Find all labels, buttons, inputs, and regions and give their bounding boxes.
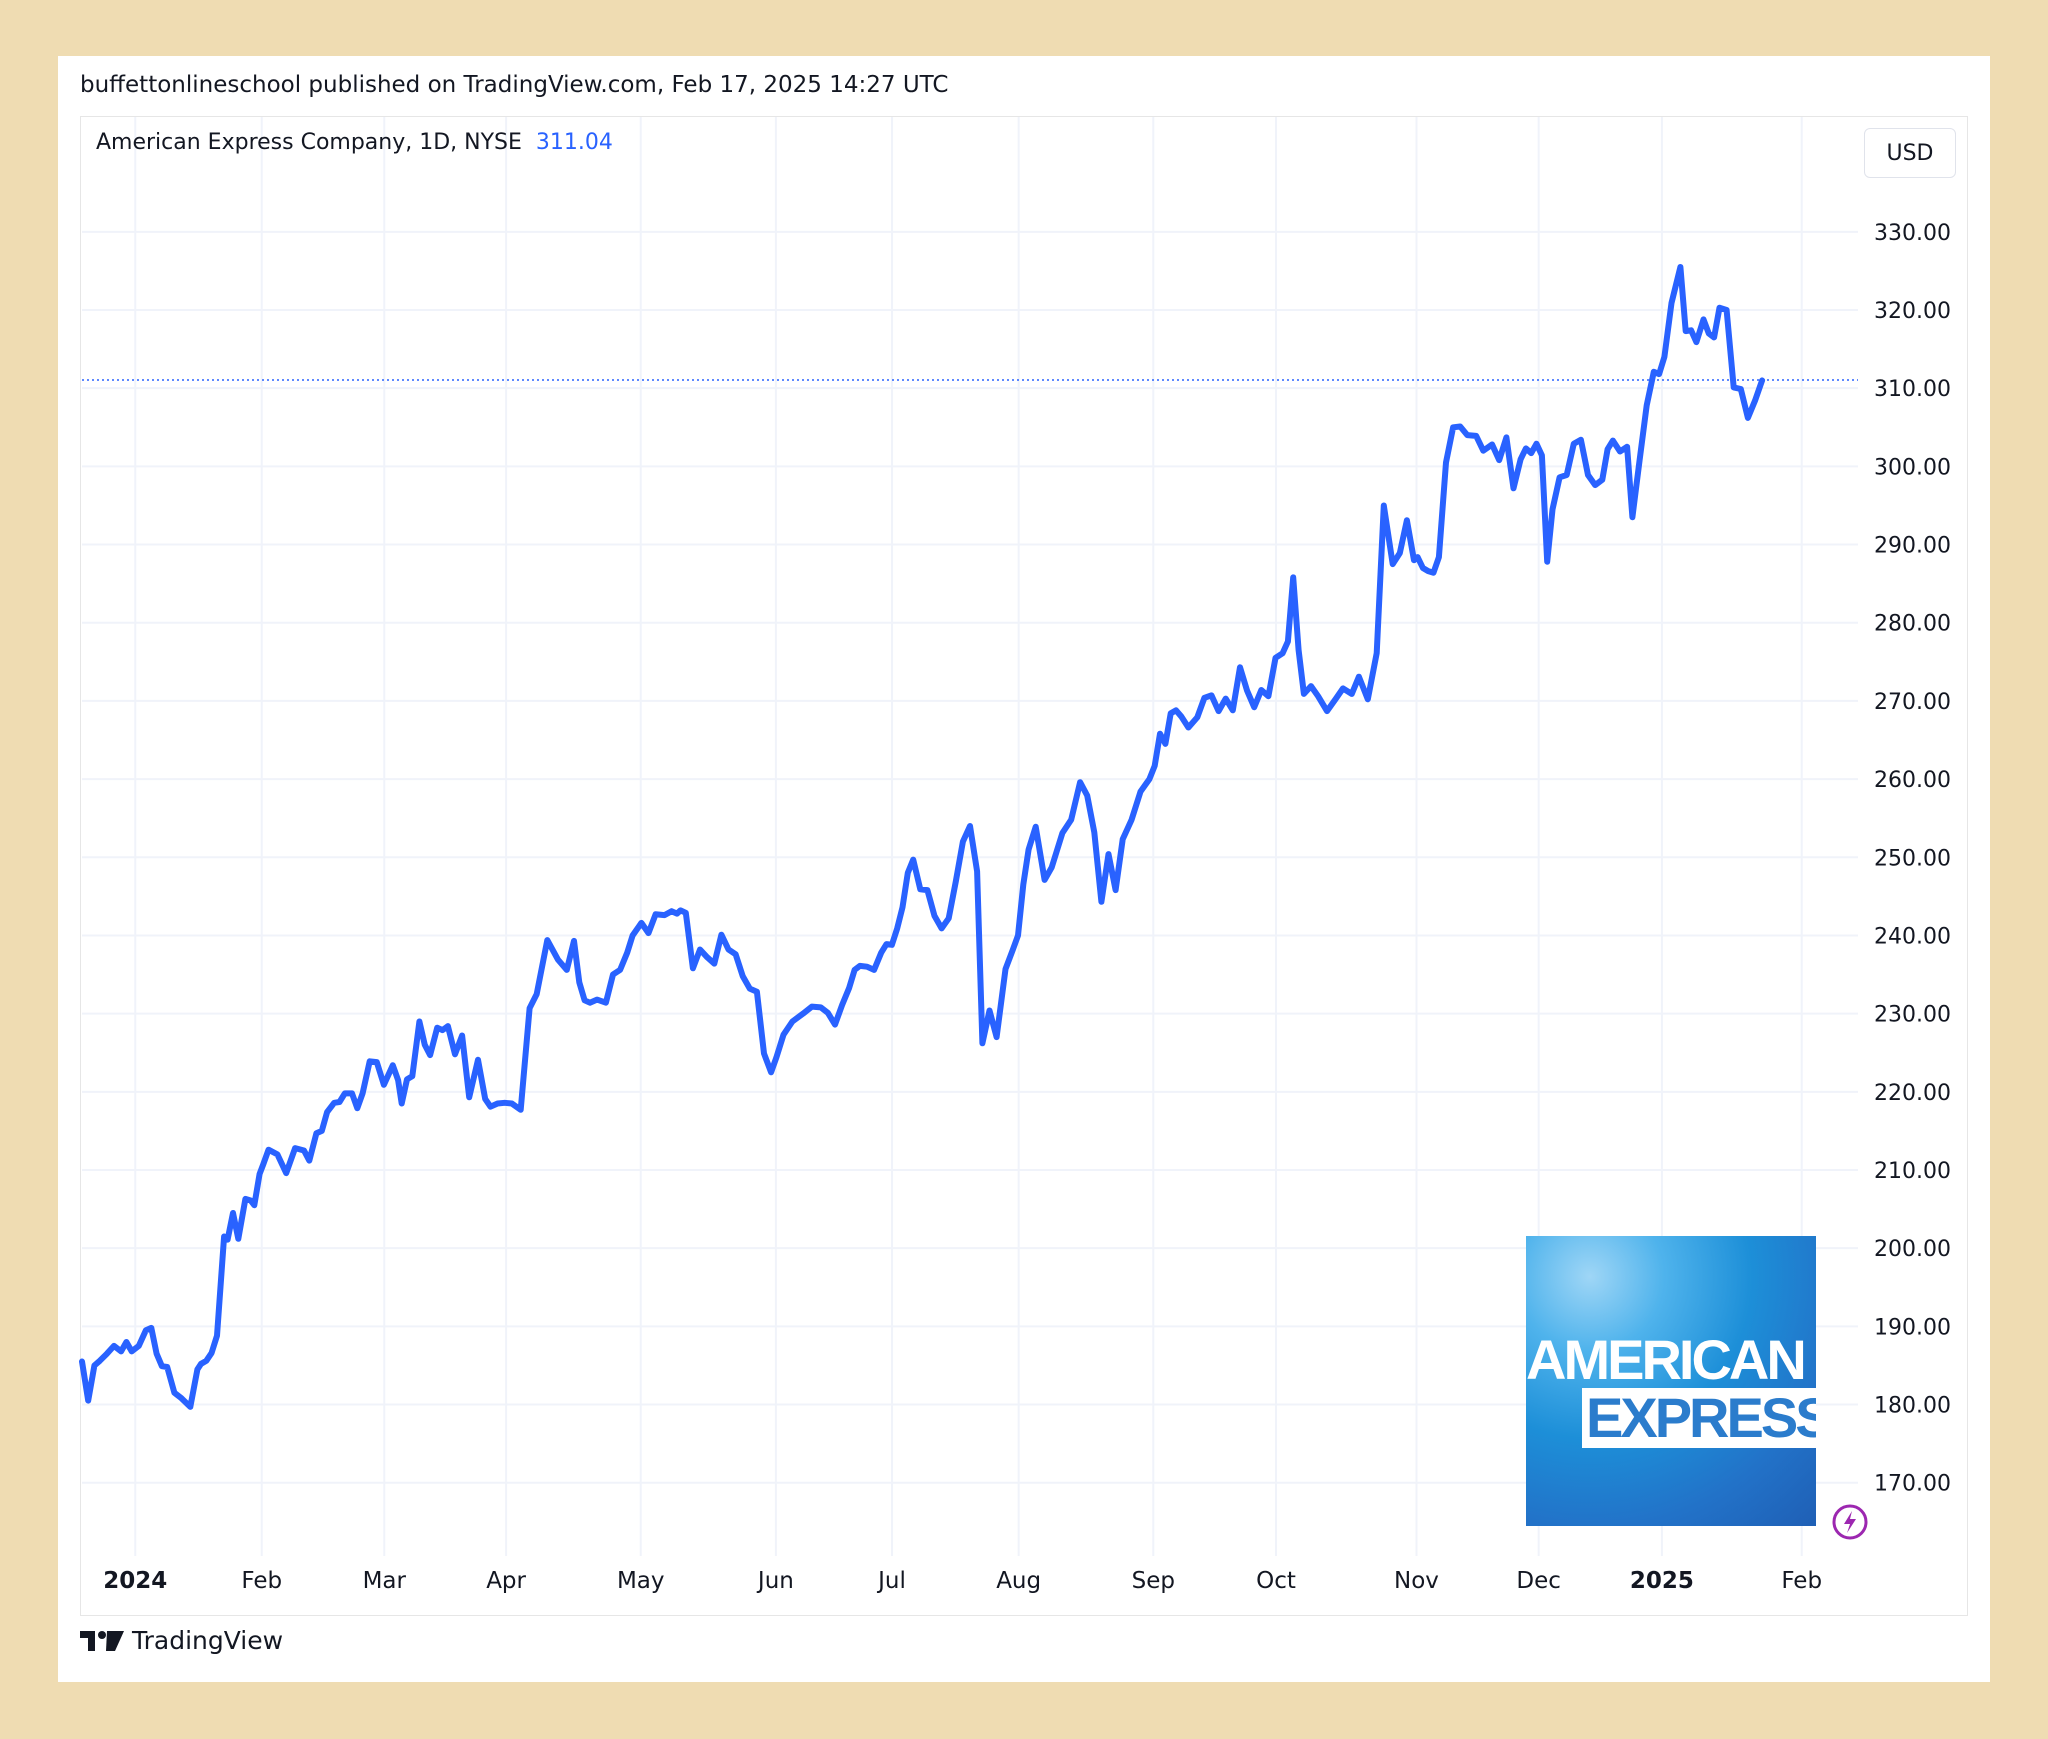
symbol-title: American Express Company, 1D, NYSE	[96, 130, 522, 155]
y-tick-label: 220.00	[1874, 1081, 1951, 1106]
y-tick-label: 310.00	[1874, 377, 1951, 402]
y-tick-label: 240.00	[1874, 924, 1951, 949]
y-tick-label: 200.00	[1874, 1237, 1951, 1262]
grid	[82, 117, 1858, 1556]
y-tick-label: 330.00	[1874, 221, 1951, 246]
x-tick-label: Feb	[1781, 1568, 1822, 1594]
x-tick-label: Sep	[1132, 1568, 1175, 1594]
tradingview-brand[interactable]: TradingView	[80, 1626, 283, 1655]
price-chart[interactable]: 330.00 320.00 310.00 300.00 290.00 280.00 270.…	[58, 56, 1990, 1682]
y-tick-label: 250.00	[1874, 846, 1951, 871]
y-axis: 330.00 320.00 310.00 300.00 290.00 280.00 270.…	[1874, 221, 1951, 1497]
chart-card: buffettonlineschool published on Trading…	[58, 56, 1990, 1682]
x-tick-label: 2024	[103, 1568, 167, 1594]
tradingview-logo-icon	[80, 1630, 124, 1651]
tradingview-wordmark: TradingView	[132, 1626, 284, 1655]
symbol-legend: American Express Company, 1D, NYSE 311.04	[96, 130, 613, 155]
y-tick-label: 290.00	[1874, 534, 1951, 559]
x-tick-label: Jun	[756, 1568, 794, 1594]
series-layer	[79, 264, 1766, 1410]
y-tick-label: 170.00	[1874, 1472, 1951, 1497]
x-axis: 2024 Feb Mar Apr May Jun Jul Aug Sep Oct Nov Dec 202…	[103, 1568, 1822, 1594]
x-tick-label: 2025	[1630, 1568, 1694, 1594]
american-express-logo: AMERICAN EXPRESS	[1526, 1236, 1816, 1526]
series-line	[79, 264, 1766, 1410]
x-tick-label: Aug	[996, 1568, 1041, 1594]
y-tick-label: 300.00	[1874, 455, 1951, 480]
y-tick-label: 190.00	[1874, 1315, 1951, 1340]
x-tick-label: Mar	[363, 1568, 407, 1594]
y-tick-label: 320.00	[1874, 299, 1951, 324]
x-tick-label: May	[617, 1568, 665, 1594]
y-tick-label: 210.00	[1874, 1159, 1951, 1184]
logo-word-american: AMERICAN	[1526, 1328, 1807, 1391]
logo-word-express: EXPRESS	[1582, 1388, 1816, 1448]
logo-word-express-text: EXPRESS	[1586, 1386, 1816, 1449]
chart-frame	[80, 116, 1968, 1616]
x-tick-label: Feb	[241, 1568, 282, 1594]
y-tick-label: 280.00	[1874, 612, 1951, 637]
x-tick-label: Jul	[876, 1568, 906, 1594]
currency-button[interactable]: USD	[1864, 128, 1956, 178]
y-tick-label: 260.00	[1874, 768, 1951, 793]
x-tick-label: Nov	[1394, 1568, 1439, 1594]
x-tick-label: Dec	[1516, 1568, 1561, 1594]
x-tick-label: Apr	[486, 1568, 526, 1594]
y-tick-label: 230.00	[1874, 1003, 1951, 1028]
publish-attribution: buffettonlineschool published on Trading…	[80, 72, 949, 98]
last-price: 311.04	[535, 130, 613, 155]
replay-icon[interactable]	[1830, 1502, 1870, 1542]
x-tick-label: Oct	[1256, 1568, 1296, 1594]
y-tick-label: 270.00	[1874, 690, 1951, 715]
y-tick-label: 180.00	[1874, 1394, 1951, 1419]
